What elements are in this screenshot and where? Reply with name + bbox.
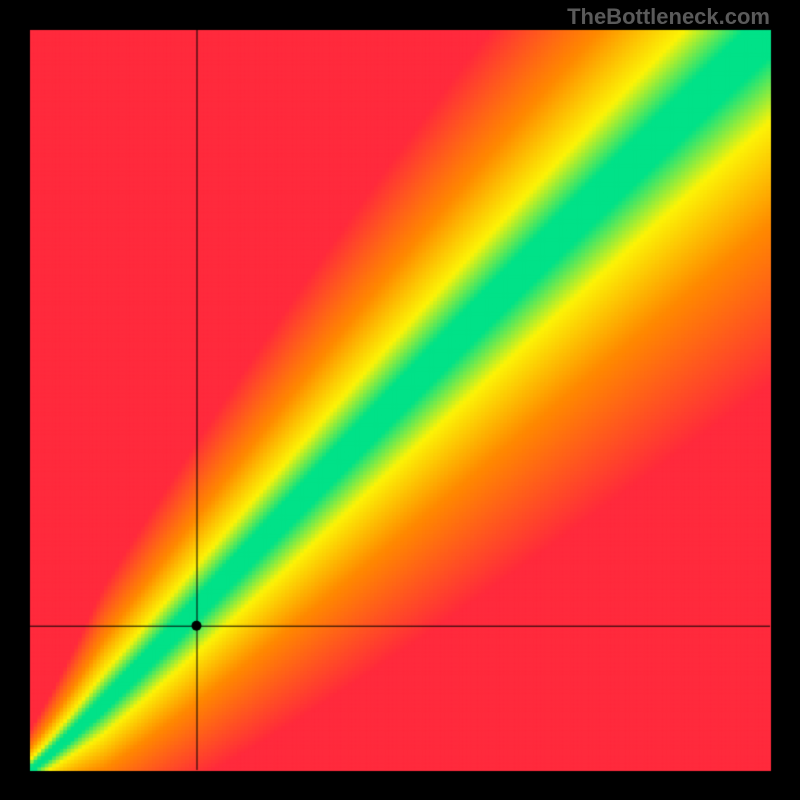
watermark-text: TheBottleneck.com (567, 4, 770, 30)
chart-container: TheBottleneck.com (0, 0, 800, 800)
bottleneck-heatmap (0, 0, 800, 800)
